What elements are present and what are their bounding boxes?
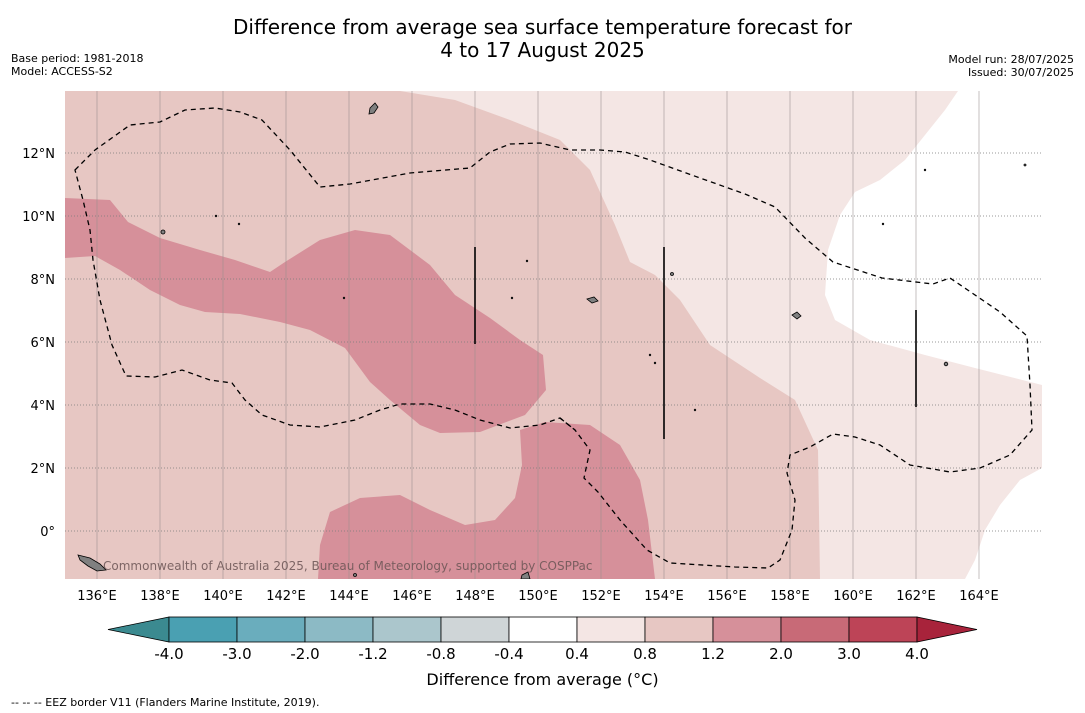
- colorbar-tick-label: 1.2: [701, 645, 725, 663]
- colorbar-tick-label: -2.0: [290, 645, 319, 663]
- lon-label: 144°E: [329, 589, 369, 604]
- colorbar-segment: [644, 616, 714, 643]
- colorbar-segment: [780, 616, 850, 643]
- eez-border-south: [559, 417, 576, 431]
- eez-border-palau-fsm-west: [74, 107, 1033, 569]
- lat-label: 10°N: [22, 210, 55, 225]
- longitude-labels: 136°E 138°E 140°E 142°E 144°E 146°E 148°…: [77, 589, 999, 604]
- lon-label: 142°E: [266, 589, 306, 604]
- map-plot-area: Commonwealth of Australia 2025, Bureau o…: [65, 91, 1042, 579]
- colorbar-tick-label: -4.0: [154, 645, 183, 663]
- colorbar-tick-label: -3.0: [222, 645, 251, 663]
- model-name: Model: ACCESS-S2: [11, 65, 113, 78]
- colorbar: -4.0 -3.0 -2.0 -1.2 -0.8 -0.4 0.4 0.8 1.2 2.0 3.0 4…: [107, 616, 978, 663]
- lon-label: 150°E: [518, 589, 558, 604]
- islands: [77, 102, 1027, 579]
- lat-label: 4°N: [31, 399, 56, 414]
- anomaly-region-1-2-to-2-0-south: [318, 422, 655, 579]
- colorbar-under-arrow: [107, 616, 170, 643]
- colorbar-segment: [168, 616, 238, 643]
- colorbar-tick-label: 3.0: [837, 645, 861, 663]
- latitude-gridlines: [65, 152, 1042, 532]
- meta-right: Model run: 28/07/2025 Issued: 30/07/2025: [948, 53, 1074, 79]
- colorbar-segment: [304, 616, 374, 643]
- colorbar-tick-label: -0.8: [426, 645, 455, 663]
- colorbar-segment: [236, 616, 306, 643]
- lon-label: 138°E: [140, 589, 180, 604]
- colorbar-over-arrow: [916, 616, 978, 643]
- lat-label: 0°: [40, 525, 55, 540]
- base-period: Base period: 1981-2018: [11, 52, 144, 65]
- model-run: Model run: 28/07/2025: [948, 53, 1074, 66]
- lon-label: 160°E: [833, 589, 873, 604]
- latitude-labels: 12°N 10°N 8°N 6°N 4°N 2°N 0°: [22, 147, 55, 540]
- colorbar-segment: [712, 616, 782, 643]
- lon-label: 154°E: [644, 589, 684, 604]
- colorbar-segment: [372, 616, 442, 643]
- colorbar-tick-label: 0.8: [633, 645, 657, 663]
- lat-label: 8°N: [31, 273, 56, 288]
- lon-label: 148°E: [455, 589, 495, 604]
- lon-label: 156°E: [707, 589, 747, 604]
- anomaly-region-1-2-to-2-0-north: [65, 198, 546, 433]
- colorbar-segment: [576, 616, 646, 643]
- colorbar-segment: [440, 616, 510, 643]
- lat-label: 2°N: [31, 462, 56, 477]
- colorbar-tick-label: -0.4: [494, 645, 523, 663]
- lat-label: 12°N: [22, 147, 55, 162]
- map-title-line1: Difference from average sea surface temp…: [232, 15, 852, 39]
- lon-label: 140°E: [203, 589, 243, 604]
- colorbar-title: Difference from average (°C): [426, 670, 659, 689]
- lon-label: 152°E: [581, 589, 621, 604]
- colorbar-tick-label: 2.0: [769, 645, 793, 663]
- lon-label: 146°E: [392, 589, 432, 604]
- colorbar-segment: [508, 616, 578, 643]
- colorbar-tick-label: 4.0: [905, 645, 929, 663]
- colorbar-segment: [848, 616, 918, 643]
- lat-label: 6°N: [31, 336, 56, 351]
- copyright-watermark: Commonwealth of Australia 2025, Bureau o…: [103, 559, 593, 573]
- lon-label: 162°E: [896, 589, 936, 604]
- meta-left: Base period: 1981-2018 Model: ACCESS-S2: [11, 52, 143, 78]
- colorbar-tick-label: -1.2: [358, 645, 387, 663]
- issued-date: Issued: 30/07/2025: [967, 66, 1074, 79]
- eez-footnote: -- -- -- EEZ border V11 (Flanders Marine…: [11, 696, 320, 709]
- lon-label: 136°E: [77, 589, 117, 604]
- lon-label: 164°E: [959, 589, 999, 604]
- lon-label: 158°E: [770, 589, 810, 604]
- map-title-line2: 4 to 17 August 2025: [440, 38, 645, 62]
- colorbar-tick-label: 0.4: [565, 645, 589, 663]
- anomaly-region-neutral: [825, 91, 1042, 579]
